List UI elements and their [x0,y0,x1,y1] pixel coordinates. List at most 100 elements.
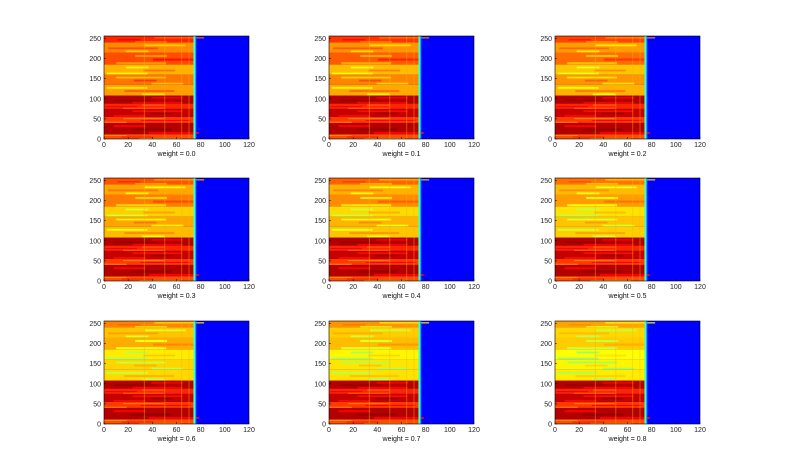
heatmap-streak [350,66,374,69]
heatmap-band [104,52,195,65]
heatmap-streak [567,204,618,207]
heatmap-streak [113,400,146,402]
heatmap-streak [116,218,167,221]
x-tick-label: 60 [398,427,406,434]
heatmap-streak [586,41,618,43]
heatmap-band [329,321,420,328]
heatmap-streak [152,200,194,203]
heatmap-streak [364,423,406,424]
x-tick-label: 60 [624,427,632,434]
x-tick-label: 120 [468,142,480,149]
heatmap-streak [367,235,390,238]
heatmap-streak [584,79,608,82]
heatmap-streak [576,66,600,69]
heatmap-streak [375,112,398,115]
heatmap-streak [140,119,191,121]
heatmap-band [104,393,195,402]
heatmap-streak [151,239,184,241]
heatmap-streak [131,413,172,416]
heatmap-seam [368,36,370,139]
heatmap-streak [348,249,389,251]
heatmap-streak [360,326,392,328]
heatmap-streak [106,357,148,360]
heatmap-streak [594,69,627,72]
heatmap-streak [593,378,616,381]
heatmap-streak [601,112,624,115]
x-tick-label: 80 [197,284,205,291]
y-tick-label: 0 [322,137,326,144]
heatmap-streak [339,241,381,244]
y-tick-label: 250 [540,321,552,328]
y-tick-label: 50 [93,116,101,123]
heatmap-seam [632,178,634,281]
x-tick-label: 0 [102,142,106,149]
heatmap-band [104,103,195,109]
heatmap-band [104,36,195,43]
heatmap-streak [154,37,205,39]
heatmap-streak [148,131,199,134]
heatmap-streak [150,397,173,400]
y-tick-label: 250 [89,178,101,185]
heatmap-seam [181,36,183,139]
heatmap-seam [143,321,145,424]
heatmap-seam [181,321,183,424]
heatmap-streak [132,101,183,104]
heatmap-streak [341,62,392,65]
heatmap-streak [350,351,374,354]
x-tick-label: 120 [694,142,706,149]
x-tick-label: 40 [148,284,156,291]
heatmap-streak [565,99,607,102]
heatmap-streak [590,280,632,281]
heatmap-band [329,250,420,259]
heatmap-seam [164,321,166,424]
heatmap-streak [583,252,634,254]
heatmap-streak [346,136,379,138]
heatmap-streak [121,421,154,423]
heatmap-streak [123,403,164,405]
heatmap-streak [564,410,597,413]
heatmap-streak [116,361,167,364]
y-tick-label: 50 [544,401,552,408]
heatmap-streak [367,104,390,106]
heatmap-streak [151,224,184,227]
x-tick-label: 60 [624,142,632,149]
heatmap-streak [341,204,392,207]
heatmap-streak [586,183,618,185]
y-tick-label: 0 [548,137,552,144]
heatmap-streak [358,79,382,82]
heatmap-streak [154,179,205,181]
y-tick-label: 150 [314,76,326,83]
heatmap-edge [195,321,197,424]
heatmap-streak [338,115,371,117]
heatmap-streak [148,416,199,419]
heatmap-streak [104,420,127,422]
y-tick-label: 150 [314,361,326,368]
heatmap-streak [575,375,626,378]
heatmap-streak [574,118,615,120]
heatmap-streak [330,106,363,108]
heatmap-streak [602,82,635,85]
heatmap-streak [104,277,127,279]
heatmap-streak [594,211,627,214]
x-tick-label: 20 [349,427,357,434]
heatmap-edge [420,178,422,281]
heatmap-streak [376,239,409,241]
y-tick-label: 50 [318,258,326,265]
heatmap-streak [105,106,138,108]
heatmap-streak [360,339,392,343]
y-tick-label: 0 [548,422,552,429]
heatmap-streak [377,343,419,346]
heatmap-streak [576,335,600,338]
heatmap-streak [593,246,616,248]
heatmap-streak [117,324,141,326]
heatmap-streak [590,423,632,424]
y-tick-label: 100 [314,381,326,388]
heatmap-seam [615,321,617,424]
heatmap-streak [364,280,406,281]
heatmap-streak [605,322,656,324]
heatmap-streak [350,50,374,53]
heatmap-streak [142,235,165,238]
x-tick-label: 80 [648,284,656,291]
heatmap-streak [565,241,607,244]
